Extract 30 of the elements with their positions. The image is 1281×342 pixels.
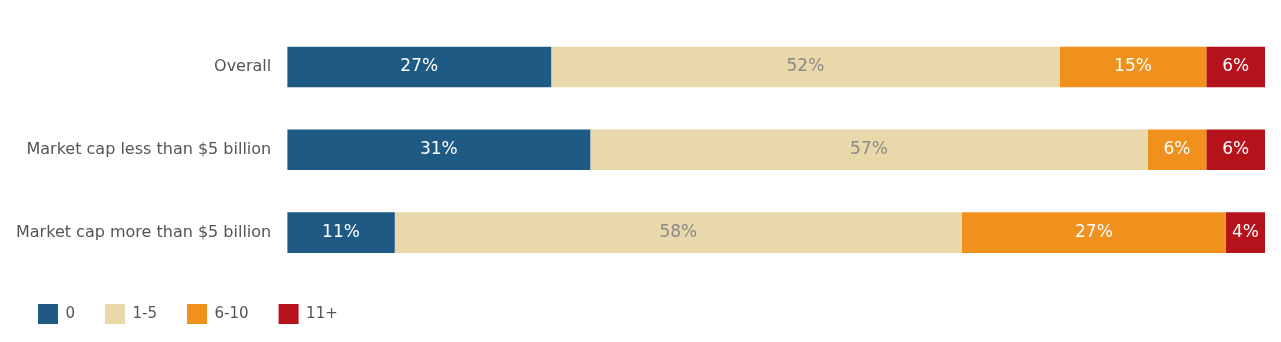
bar [1059, 46, 1207, 88]
bar [1206, 46, 1265, 88]
bar [961, 212, 1226, 253]
data-label: 57% [850, 138, 888, 159]
bar [590, 129, 1148, 171]
bar [1147, 129, 1207, 171]
data-label: 6% [1163, 138, 1191, 159]
data-label: 6% [1222, 138, 1250, 159]
data-label: 6% [1222, 55, 1250, 76]
data-label: 15% [1114, 55, 1152, 76]
data-label: 27% [400, 55, 439, 76]
y-tick-label: Overall [214, 56, 272, 76]
legend-label: 0 [65, 303, 76, 322]
y-tick-label: Market cap more than $5 billion [16, 221, 272, 241]
data-label: 58% [659, 221, 698, 242]
bar [1206, 129, 1265, 171]
data-label: 27% [1074, 221, 1113, 242]
bar [287, 129, 591, 171]
bar [551, 46, 1060, 88]
data-label: 4% [1231, 221, 1259, 242]
data-label: 11% [322, 221, 360, 242]
bar [287, 46, 552, 88]
y-tick-label: Market cap less than $5 billion [26, 138, 272, 158]
legend-label: 11+ [306, 303, 338, 322]
bar [394, 212, 962, 253]
data-label: 52% [786, 55, 825, 76]
legend-label: 6-10 [214, 303, 249, 322]
legend-label: 1-5 [132, 303, 158, 322]
bar [287, 212, 395, 253]
data-label: 31% [419, 138, 458, 159]
